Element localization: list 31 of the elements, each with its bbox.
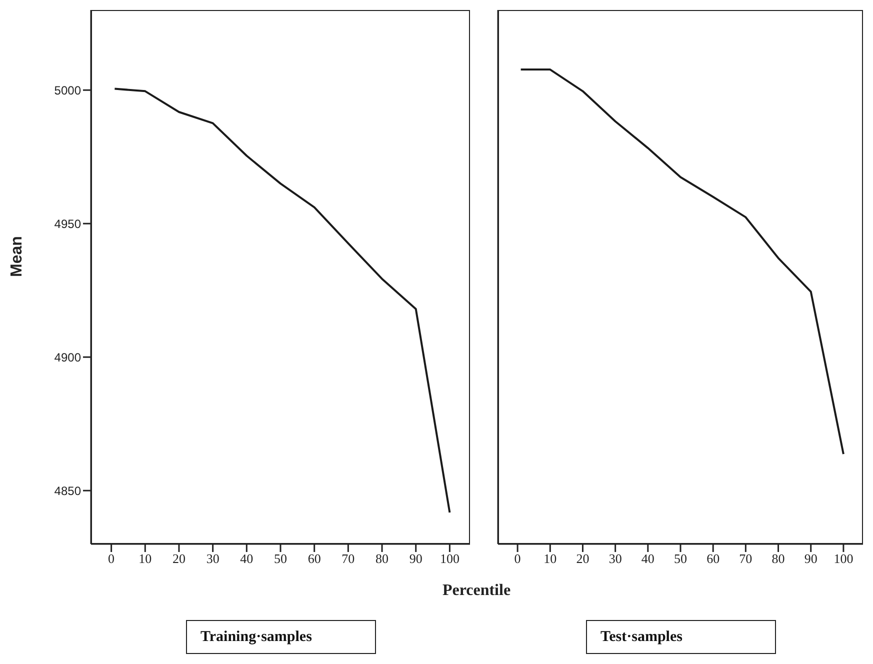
x-tick-label: 20 [576,551,590,566]
x-tick-label: 100 [440,551,460,566]
x-tick-label: 0 [514,551,521,566]
x-axis-title: Percentile [441,582,512,600]
line-series [114,88,451,514]
x-tick-label: 10 [138,551,152,566]
y-axis-title: Mean [8,236,26,277]
x-tick-label: 30 [206,551,220,566]
x-tick-label: 70 [342,551,355,566]
x-tick-label: 60 [706,551,720,566]
x-tick-label: 10 [544,551,557,566]
x-tick-label: 50 [274,551,287,566]
x-tick-label: 80 [376,551,389,566]
text: Training·samples [186,620,376,654]
x-tick-label: 100 [834,551,854,566]
x-tick-label: 40 [240,551,254,566]
x-tick-label: 90 [804,551,818,566]
x-tick-label: 70 [739,551,752,566]
y-tick-label: 5000 [54,83,82,98]
x-tick-label: 80 [772,551,785,566]
text: Test·samples [586,620,776,654]
x-tick-label: 60 [308,551,321,566]
y-tick-label: 4950 [54,216,82,231]
y-tick-label: 4900 [54,350,82,364]
x-tick-label: 20 [172,551,186,566]
x-tick-label: 0 [108,551,115,566]
x-tick-label: 50 [674,551,687,566]
x-tick-label: 40 [641,551,654,566]
x-tick-label: 90 [409,551,422,566]
y-tick-label: 4850 [54,484,82,498]
x-tick-label: 30 [608,551,622,566]
